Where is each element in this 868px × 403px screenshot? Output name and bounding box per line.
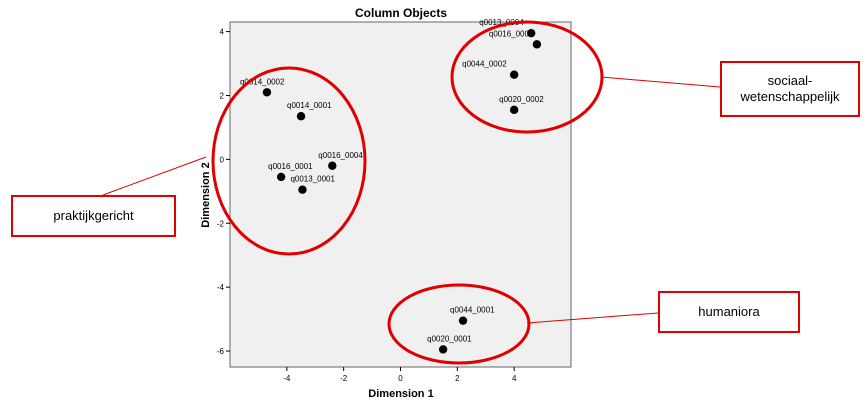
x-tick-label-2: 0 <box>398 374 403 383</box>
x-tick-label-4: 4 <box>512 374 517 383</box>
x-axis-label: Dimension 1 <box>368 388 433 400</box>
humaniora-text: humaniora <box>698 303 760 319</box>
y-tick-label-4: -4 <box>217 283 225 292</box>
x-tick-label-1: -2 <box>340 374 348 383</box>
x-tick-label-3: 2 <box>455 374 460 383</box>
data-point-q0016_0003 <box>532 40 542 49</box>
point-label-q0016_0004: q0016_0004 <box>318 151 363 160</box>
x-tick-label-0: -4 <box>283 374 291 383</box>
humaniora-connector <box>526 312 659 324</box>
y-tick-label-1: 2 <box>220 91 225 100</box>
y-axis-label: Dimension 2 <box>200 162 212 227</box>
point-label-q0014_0001: q0014_0001 <box>287 101 332 110</box>
point-label-q0016_0001: q0016_0001 <box>268 162 313 171</box>
point-label-q0020_0001: q0020_0001 <box>427 334 472 343</box>
x-axis-ticks: -4 -2 0 2 4 <box>283 367 517 383</box>
y-tick-label-2: 0 <box>220 155 225 164</box>
point-label-q0013_0004: q0013_0004 <box>479 18 524 27</box>
sociaal-text-line1: sociaal- <box>767 72 813 88</box>
data-point-q0016_0004 <box>328 161 337 170</box>
point-label-q0020_0002: q0020_0002 <box>499 95 544 104</box>
chart-title: Column Objects <box>355 6 447 20</box>
data-point-q0013_0001 <box>298 185 307 194</box>
data-point-q0014_0002 <box>262 88 272 97</box>
y-tick-label-3: -2 <box>217 219 225 228</box>
data-point-q0044_0001 <box>458 316 468 325</box>
data-point-q0016_0001 <box>276 172 286 182</box>
point-label-q0013_0001: q0013_0001 <box>290 175 335 184</box>
praktijkgericht-text: praktijkgericht <box>53 207 134 223</box>
praktijkgericht-callout: praktijkgericht <box>11 195 176 237</box>
point-label-q0016_0003: q0016_0003 <box>489 29 534 38</box>
data-points: q0013_0004 q0016_0003 q0044_0002 q0020_0002… <box>240 18 544 354</box>
data-point-q0013_0004 <box>527 28 536 38</box>
praktijkgericht-connector <box>102 156 207 196</box>
plot-area <box>229 21 572 368</box>
sociaal-connector <box>600 76 721 88</box>
humaniora-ellipse <box>387 283 531 365</box>
point-label-q0014_0002: q0014_0002 <box>240 77 285 86</box>
data-point-q0020_0001 <box>438 345 448 354</box>
y-tick-label-5: -6 <box>217 347 225 356</box>
point-label-q0044_0002: q0044_0002 <box>462 60 507 69</box>
data-point-q0014_0001 <box>296 112 306 121</box>
humaniora-callout: humaniora <box>658 291 800 333</box>
sociaal-text-line2: wetenschappelijk <box>740 89 840 104</box>
y-tick-label-0: 4 <box>220 28 225 37</box>
point-label-q0044_0001: q0044_0001 <box>450 306 495 315</box>
data-point-q0044_0002 <box>509 70 519 79</box>
y-axis-ticks: 4 2 0 -2 -4 -6 <box>217 28 230 356</box>
sociaal-wetenschappelijk-callout: sociaal- wetenschappelijk <box>720 61 860 117</box>
praktijkgericht-ellipse <box>211 66 367 256</box>
data-point-q0020_0002 <box>509 105 519 115</box>
